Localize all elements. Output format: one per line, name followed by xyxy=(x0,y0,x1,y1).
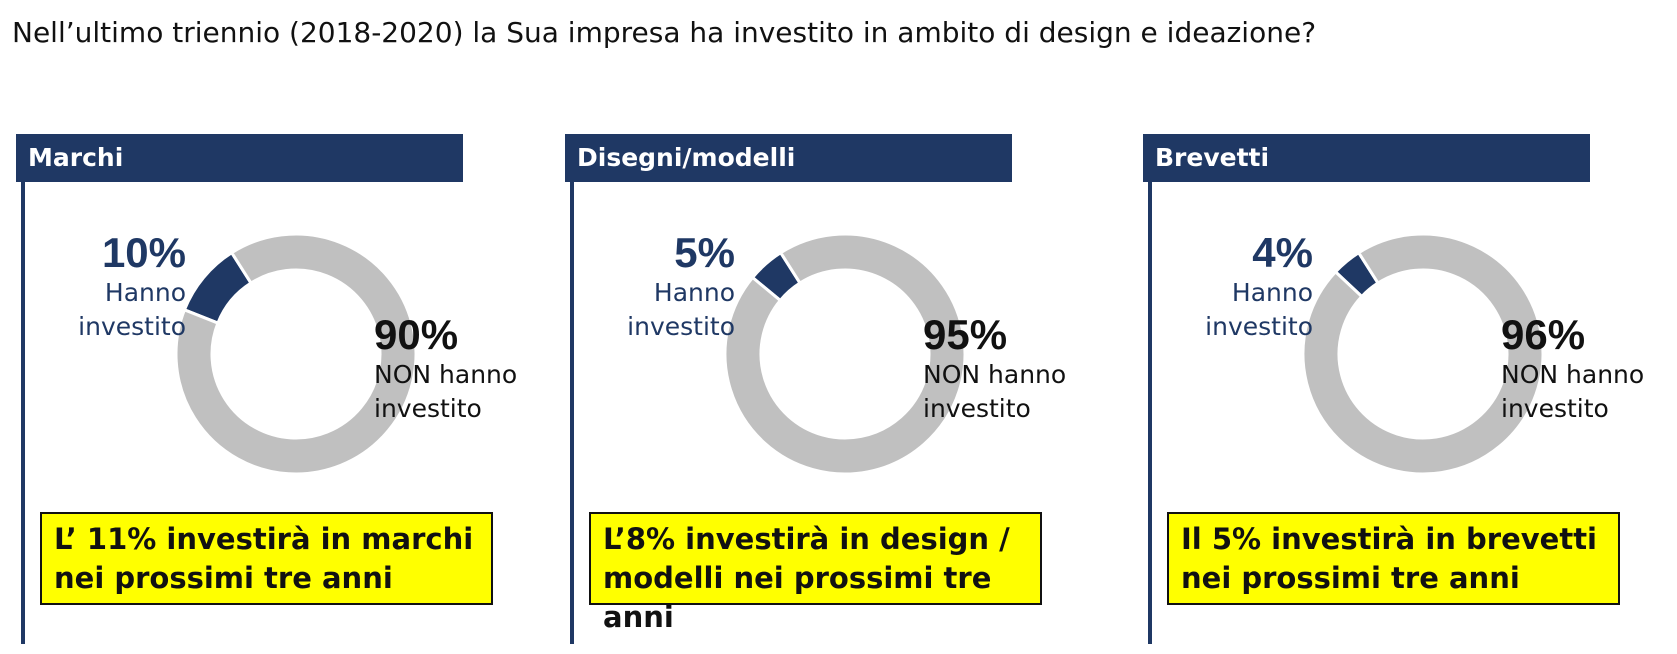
not-invested-label-line2: investito xyxy=(374,394,482,423)
invested-callout: 10% Hanno investito xyxy=(36,230,186,344)
invested-callout: 5% Hanno investito xyxy=(585,230,735,344)
not-invested-label-line2: investito xyxy=(1501,394,1609,423)
invested-label-line1: Hanno xyxy=(653,278,735,307)
donut-slice-not-invested xyxy=(723,232,967,476)
forecast-note-line2: nei prossimi tre anni xyxy=(1181,561,1520,595)
donut-chart xyxy=(723,232,967,476)
panel-divider xyxy=(1148,182,1152,644)
not-invested-label-line1: NON hanno xyxy=(1501,360,1645,389)
panel-header: Marchi xyxy=(16,134,463,182)
panel-disegni-modelli: Disegni/modelli 5% Hanno investito 95% N… xyxy=(565,134,1085,644)
forecast-note-line2: nei prossimi tre anni xyxy=(54,561,393,595)
invested-percent: 4% xyxy=(1252,229,1313,276)
donut-chart xyxy=(1301,232,1545,476)
forecast-note-line1: L’8% investirà in design / xyxy=(603,522,1010,556)
invested-label-line1: Hanno xyxy=(104,278,186,307)
forecast-note-line2: modelli nei prossimi tre anni xyxy=(603,561,992,634)
donut-chart xyxy=(174,232,418,476)
invested-percent: 10% xyxy=(101,229,186,276)
not-invested-percent: 96% xyxy=(1501,311,1586,358)
invested-label-line2: investito xyxy=(627,312,735,341)
not-invested-label-line1: NON hanno xyxy=(374,360,518,389)
panel-divider xyxy=(570,182,574,644)
forecast-note-line1: L’ 11% investirà in marchi xyxy=(54,522,474,556)
invested-label-line2: investito xyxy=(1205,312,1313,341)
invested-callout: 4% Hanno investito xyxy=(1163,230,1313,344)
not-invested-label-line1: NON hanno xyxy=(923,360,1067,389)
not-invested-callout: 90% NON hanno investito xyxy=(374,312,564,426)
panel-brevetti: Brevetti 4% Hanno investito 96% NON hann… xyxy=(1143,134,1663,644)
donut-slice-not-invested xyxy=(174,232,418,476)
donut-slice-not-invested xyxy=(1301,232,1545,476)
not-invested-callout: 96% NON hanno investito xyxy=(1501,312,1677,426)
forecast-note: L’ 11% investirà in marchi nei prossimi … xyxy=(40,512,493,605)
invested-label-line1: Hanno xyxy=(1231,278,1313,307)
forecast-note: L’8% investirà in design / modelli nei p… xyxy=(589,512,1042,634)
not-invested-percent: 90% xyxy=(374,311,459,358)
panel-marchi: Marchi 10% Hanno investito 90% NON hanno… xyxy=(16,134,536,644)
invested-label-line2: investito xyxy=(78,312,186,341)
page-title: Nell’ultimo triennio (2018-2020) la Sua … xyxy=(12,16,1317,49)
forecast-note-line1: Il 5% investirà in brevetti xyxy=(1181,522,1597,556)
invested-percent: 5% xyxy=(674,229,735,276)
not-invested-callout: 95% NON hanno investito xyxy=(923,312,1113,426)
panel-divider xyxy=(21,182,25,644)
panel-header: Disegni/modelli xyxy=(565,134,1012,182)
not-invested-label-line2: investito xyxy=(923,394,1031,423)
panel-header: Brevetti xyxy=(1143,134,1590,182)
not-invested-percent: 95% xyxy=(923,311,1008,358)
forecast-note: Il 5% investirà in brevetti nei prossimi… xyxy=(1167,512,1620,605)
